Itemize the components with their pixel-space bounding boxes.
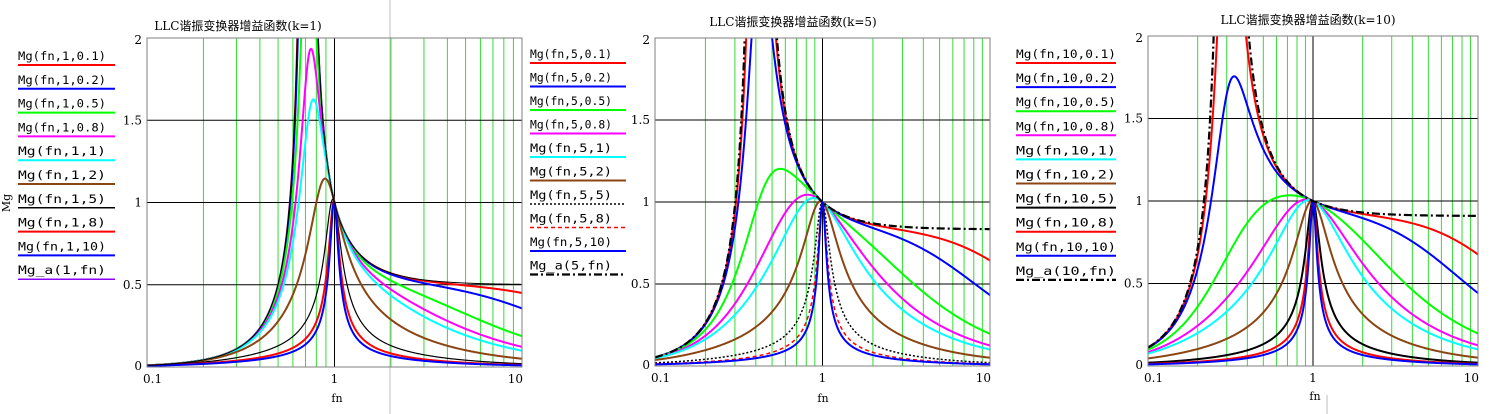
- x-tick-label: 10: [976, 371, 991, 385]
- legend-label: Mg(fn,5,10): [530, 235, 612, 249]
- x-tick-label: 10: [1464, 371, 1479, 385]
- legend-label: Mg(fn,5,0.5): [530, 94, 612, 108]
- plot-frame: [146, 37, 523, 368]
- legend-label: Mg(fn,1,1): [18, 144, 106, 158]
- series-line: [655, 201, 990, 366]
- series-line: [147, 38, 522, 366]
- y-tick-label: 0.5: [123, 278, 142, 292]
- y-tick-label: 1: [134, 196, 142, 210]
- legend-label: Mg(fn,10,8): [1016, 216, 1116, 230]
- legend-label: Mg(fn,5,0.2): [530, 71, 612, 85]
- legend-label: Mg(fn,5,0.8): [530, 118, 612, 132]
- legend-label: Mg(fn,5,8): [530, 212, 612, 226]
- x-axis-label: fn: [331, 392, 342, 405]
- legend-label: Mg(fn,10,0.8): [1016, 119, 1116, 133]
- legend-label: Mg(fn,10,5): [1016, 192, 1116, 206]
- y-tick-label: 2: [642, 33, 650, 47]
- y-tick-label: 0: [134, 359, 142, 373]
- chart-title: LLC谐振变换器增益函数(k=1): [154, 18, 321, 33]
- plot-frame: [1147, 35, 1479, 367]
- y-tick-label: 0.5: [1124, 277, 1143, 291]
- legend-label: Mg(fn,5,2): [530, 165, 612, 179]
- x-axis-label: fn: [1309, 390, 1320, 403]
- y-tick-label: 1.5: [631, 113, 650, 127]
- x-axis-label: fn: [817, 392, 828, 405]
- y-tick-label: 1: [1135, 194, 1143, 208]
- legend-label: Mg(fn,1,0.2): [18, 73, 106, 87]
- legend-label: Mg(fn,10,0.2): [1016, 71, 1116, 85]
- legend-label: Mg(fn,1,0.1): [18, 49, 106, 63]
- x-tick-label: 0.1: [143, 372, 162, 386]
- y-tick-label: 1.5: [1124, 112, 1143, 126]
- series-line: [1148, 36, 1478, 349]
- x-tick-label: 10: [508, 372, 523, 386]
- legend-label: Mg(fn,1,0.5): [18, 97, 106, 111]
- legend-label: Mg(fn,10,0.5): [1016, 95, 1116, 109]
- legend-label: Mg(fn,1,5): [18, 192, 106, 206]
- legend-label: Mg(fn,10,10): [1016, 240, 1116, 254]
- x-tick-label: 0.1: [1144, 371, 1163, 385]
- y-tick-label: 0.5: [631, 277, 650, 291]
- legend-label: Mg_a(1,fn): [18, 263, 106, 277]
- legend-label: Mg_a(10,fn): [1016, 264, 1116, 278]
- legend-label: Mg_a(5,fn): [530, 259, 612, 273]
- x-tick-label: 1: [819, 371, 827, 385]
- chart-title: LLC谐振变换器增益函数(k=10): [1220, 12, 1395, 27]
- plot-frame: [654, 37, 991, 367]
- legend-label: Mg(fn,1,10): [18, 239, 106, 253]
- chart-title: LLC谐振变换器增益函数(k=5): [709, 14, 876, 29]
- y-tick-label: 0: [642, 358, 650, 372]
- x-tick-label: 1: [331, 372, 339, 386]
- legend-label: Mg(fn,1,2): [18, 168, 106, 182]
- y-tick-label: 2: [1135, 31, 1143, 45]
- legend-label: Mg(fn,10,0.1): [1016, 47, 1116, 61]
- x-tick-label: 1: [1309, 371, 1317, 385]
- chart-k1: LLC谐振变换器增益函数(k=1) Mg fn 0 0.5 1 1.5 2 0.1 1 10 M…: [0, 18, 523, 405]
- legend-label: Mg(fn,10,2): [1016, 168, 1116, 182]
- y-tick-label: 0: [1135, 358, 1143, 372]
- x-tick-label: 0.1: [651, 371, 670, 385]
- chart-k5: LLC谐振变换器增益函数(k=5) fn 0 0.5 1 1.5 2 0.1 1 10 Mg(f…: [530, 14, 991, 405]
- chart-k10: LLC谐振变换器增益函数(k=10) fn 0 0.5 1 1.5 2 0.1 1 10 Mg(…: [1016, 12, 1479, 403]
- legend-label: Mg(fn,10,1): [1016, 143, 1116, 157]
- y-tick-label: 1.5: [123, 113, 142, 127]
- legend-label: Mg(fn,1,0.8): [18, 120, 106, 134]
- legend-label: Mg(fn,5,5): [530, 188, 612, 202]
- legend-label: Mg(fn,5,1): [530, 141, 612, 155]
- legend-label: Mg(fn,5,0.1): [530, 47, 612, 61]
- y-tick-label: 1: [642, 195, 650, 209]
- y-tick-label: 2: [134, 33, 142, 47]
- y-axis-label: Mg: [0, 194, 13, 212]
- legend-label: Mg(fn,1,8): [18, 216, 106, 230]
